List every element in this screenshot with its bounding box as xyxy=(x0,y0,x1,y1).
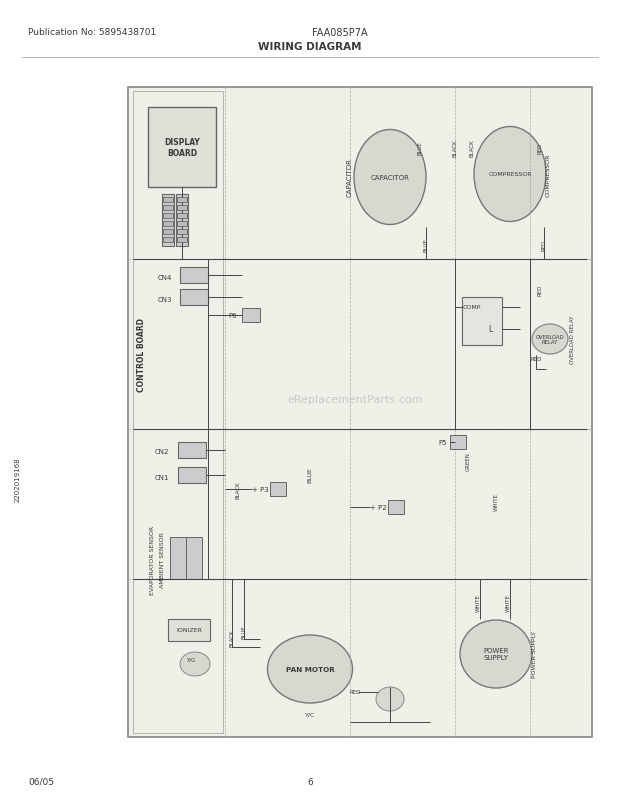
Text: COMP: COMP xyxy=(463,305,481,310)
Bar xyxy=(163,214,173,219)
Bar xyxy=(163,206,173,211)
Text: + P2: + P2 xyxy=(370,504,387,510)
Bar xyxy=(177,229,187,235)
Text: WHITE: WHITE xyxy=(505,593,510,611)
Bar xyxy=(180,290,208,306)
Bar xyxy=(162,195,174,247)
Bar xyxy=(178,468,206,484)
Text: BLACK: BLACK xyxy=(229,629,234,646)
Bar xyxy=(177,237,187,243)
Text: DISPLAY
BOARD: DISPLAY BOARD xyxy=(164,138,200,157)
Text: IONIZER: IONIZER xyxy=(176,628,202,633)
Text: WHITE: WHITE xyxy=(476,593,480,611)
Text: BLACK: BLACK xyxy=(469,139,474,156)
Ellipse shape xyxy=(180,652,210,676)
Text: POWER SUPPLY: POWER SUPPLY xyxy=(531,630,536,678)
Text: CN2: CN2 xyxy=(155,448,169,455)
Text: 6: 6 xyxy=(307,777,313,786)
Bar xyxy=(270,482,286,496)
Bar xyxy=(450,435,466,449)
Text: WHITE: WHITE xyxy=(494,492,498,510)
Ellipse shape xyxy=(354,131,426,225)
Text: COMPRESSOR: COMPRESSOR xyxy=(546,153,551,196)
Ellipse shape xyxy=(474,128,546,222)
Text: RED: RED xyxy=(538,284,542,295)
Text: PAN MOTOR: PAN MOTOR xyxy=(286,666,334,672)
Text: CN4: CN4 xyxy=(158,274,172,281)
Bar xyxy=(462,298,502,346)
Text: OVERLOAD
RELAY: OVERLOAD RELAY xyxy=(536,334,564,345)
Bar xyxy=(128,88,592,737)
Text: 06/05: 06/05 xyxy=(28,777,54,786)
Text: P6: P6 xyxy=(228,313,237,318)
Ellipse shape xyxy=(376,687,404,711)
Text: CAPACITOR: CAPACITOR xyxy=(371,175,409,180)
Bar xyxy=(133,92,223,733)
Bar xyxy=(148,107,216,188)
Bar xyxy=(163,229,173,235)
Ellipse shape xyxy=(532,325,568,354)
Text: BLUE: BLUE xyxy=(242,624,247,638)
Bar xyxy=(170,537,186,579)
Text: BLUE: BLUE xyxy=(308,467,312,482)
Ellipse shape xyxy=(267,635,353,703)
Text: POWER
SUPPLY: POWER SUPPLY xyxy=(483,648,509,661)
Text: 2202019168: 2202019168 xyxy=(15,457,21,502)
Bar xyxy=(177,206,187,211)
Text: Publication No: 5895438701: Publication No: 5895438701 xyxy=(28,28,156,37)
Text: BLUE: BLUE xyxy=(423,238,428,252)
Bar xyxy=(178,443,206,459)
Text: L: L xyxy=(488,325,492,334)
Bar xyxy=(176,195,188,247)
Bar xyxy=(163,198,173,203)
Bar xyxy=(177,214,187,219)
Text: AMBIENT SENSOR: AMBIENT SENSOR xyxy=(161,532,166,587)
Text: RED: RED xyxy=(538,142,542,153)
Text: Y/G: Y/G xyxy=(186,657,195,662)
Text: EVAPORATOR SENSOR: EVAPORATOR SENSOR xyxy=(149,525,154,593)
Text: Y/C: Y/C xyxy=(305,711,315,717)
Text: CONTROL BOARD: CONTROL BOARD xyxy=(138,318,146,391)
Bar xyxy=(177,198,187,203)
Bar xyxy=(163,237,173,243)
Bar xyxy=(168,619,210,642)
Bar xyxy=(186,537,202,579)
Text: CN3: CN3 xyxy=(158,297,172,302)
Text: CAPACITOR: CAPACITOR xyxy=(347,158,353,197)
Bar xyxy=(177,221,187,227)
Text: BLACK: BLACK xyxy=(236,480,241,498)
Text: + P3: + P3 xyxy=(252,486,268,492)
Text: WIRING DIAGRAM: WIRING DIAGRAM xyxy=(259,42,361,52)
Bar xyxy=(163,221,173,227)
Bar xyxy=(388,500,404,514)
Text: RED: RED xyxy=(349,690,361,695)
Text: FAA085P7A: FAA085P7A xyxy=(312,28,368,38)
Ellipse shape xyxy=(460,620,532,688)
Text: BLUE: BLUE xyxy=(417,141,422,155)
Text: COMPRESSOR: COMPRESSOR xyxy=(489,172,532,177)
Bar xyxy=(180,268,208,284)
Text: P5: P5 xyxy=(438,439,446,445)
Text: OVERLOAD RELAY: OVERLOAD RELAY xyxy=(570,315,575,364)
Bar xyxy=(242,309,260,322)
Text: eReplacementParts.com: eReplacementParts.com xyxy=(287,395,423,404)
Text: RED: RED xyxy=(541,239,546,250)
Text: RED: RED xyxy=(530,357,542,362)
Text: CN1: CN1 xyxy=(155,475,169,480)
Text: GREEN: GREEN xyxy=(466,452,471,471)
Text: BLACK: BLACK xyxy=(453,139,458,156)
